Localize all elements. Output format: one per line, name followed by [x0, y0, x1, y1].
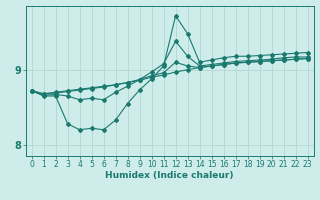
- X-axis label: Humidex (Indice chaleur): Humidex (Indice chaleur): [105, 171, 234, 180]
